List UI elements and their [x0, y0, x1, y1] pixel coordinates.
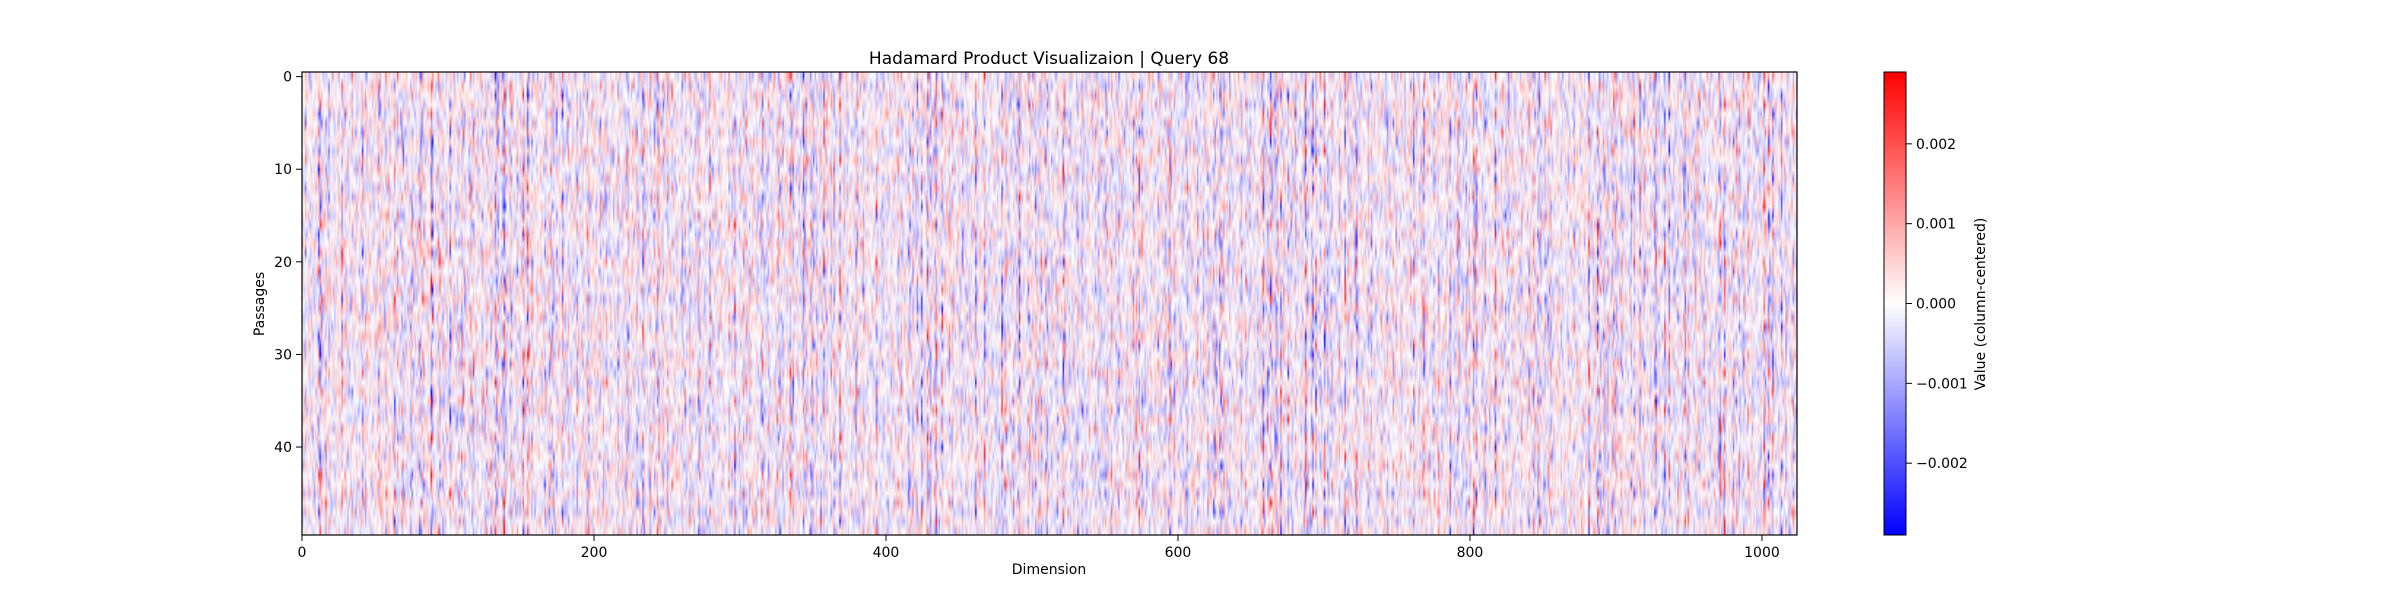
colorbar-tick-label: −0.002	[1916, 456, 1968, 472]
x-tick-label: 800	[1457, 545, 1484, 561]
y-tick-label: 30	[274, 347, 292, 363]
x-tick-label: 600	[1165, 545, 1192, 561]
x-tick-label: 200	[581, 545, 608, 561]
colorbar-tick-label: −0.001	[1916, 376, 1968, 392]
y-axis: 0 10 20 30 40	[274, 70, 302, 456]
x-tick-label: 1000	[1744, 545, 1780, 561]
plot-frame	[301, 71, 1798, 536]
y-tick-label: 0	[283, 70, 292, 86]
y-tick-label: 40	[274, 440, 292, 456]
colorbar-tick-label: 0.002	[1916, 137, 1956, 153]
heatmap-cells	[302, 72, 1797, 535]
y-tick-label: 20	[274, 255, 292, 271]
y-axis-label: Passages	[252, 272, 268, 336]
x-tick-label: 400	[873, 545, 900, 561]
chart-title: Hadamard Product Visualizaion | Query 68	[869, 49, 1229, 69]
x-tick-label: 0	[298, 545, 307, 561]
x-axis: 0 200 400 600 800 1000	[298, 535, 1780, 561]
colorbar-tick-label: 0.001	[1916, 217, 1956, 233]
x-axis-label: Dimension	[1012, 562, 1086, 578]
y-tick-label: 10	[274, 162, 292, 178]
colorbar-axis: 0.002 0.001 0.000 −0.001 −0.002	[1906, 137, 1968, 472]
colorbar	[1883, 71, 1907, 536]
colorbar-tick-label: 0.000	[1916, 297, 1956, 313]
colorbar-label: Value (column-centered)	[1973, 218, 1989, 391]
